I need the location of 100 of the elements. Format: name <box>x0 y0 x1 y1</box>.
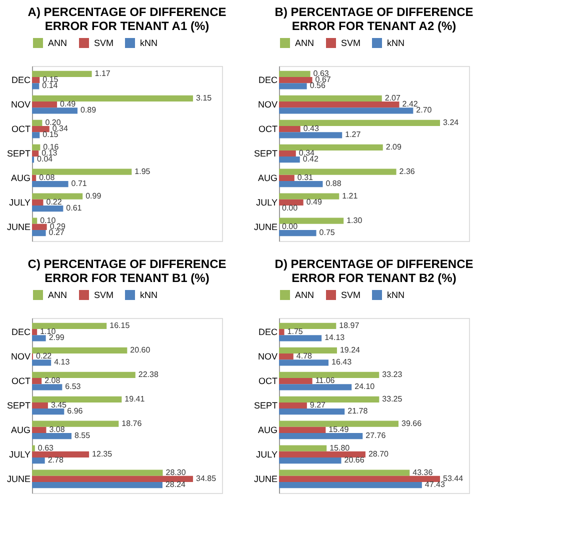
data-label: 28.30 <box>166 468 186 477</box>
y-tick-label: OCT <box>12 124 31 134</box>
data-label: 3.45 <box>50 400 68 410</box>
bar <box>32 230 46 236</box>
data-label: 18.97 <box>339 320 360 330</box>
legend-label: kNN <box>387 38 404 48</box>
bar <box>32 70 92 78</box>
data-label: 2.08 <box>44 376 61 386</box>
data-label: 0.13 <box>42 148 58 158</box>
data-label: 0.99 <box>86 191 102 200</box>
y-tick-label: AUG <box>258 172 278 183</box>
data-label: 1.21 <box>342 191 358 200</box>
bar <box>279 95 382 102</box>
data-label: 0.63 <box>313 68 330 78</box>
bar <box>32 168 132 175</box>
bar <box>279 335 322 342</box>
data-label: 0.71 <box>71 179 88 188</box>
bar <box>32 224 47 230</box>
data-label: 9.27 <box>310 400 326 410</box>
bar <box>32 378 42 384</box>
legend-label: kNN <box>387 290 404 300</box>
y-tick-label: JUNE <box>254 222 278 232</box>
data-label: 0.31 <box>297 172 314 182</box>
legend-label: ANN <box>48 38 68 48</box>
bar <box>32 476 194 482</box>
bar <box>279 199 304 206</box>
data-label: 1.75 <box>287 327 304 336</box>
data-label: 3.08 <box>49 424 66 434</box>
bar <box>279 329 284 336</box>
data-label: 22.38 <box>138 370 159 379</box>
bar <box>32 408 64 415</box>
bar <box>32 108 78 114</box>
y-tick-label: NOV <box>258 352 278 362</box>
data-label: 6.96 <box>67 406 84 416</box>
bar <box>32 372 136 378</box>
y-tick-label: JULY <box>256 449 278 460</box>
bar <box>32 470 163 476</box>
bar <box>32 144 40 150</box>
bar <box>32 101 58 108</box>
bar <box>279 322 336 330</box>
data-label: 0.61 <box>66 204 82 213</box>
y-tick-label: SEPT <box>6 148 31 158</box>
data-label: 20.66 <box>344 456 365 465</box>
bar <box>32 396 122 402</box>
legend-label: SVM <box>94 290 114 300</box>
data-label: 27.76 <box>366 431 386 440</box>
legend-label: kNN <box>140 38 158 48</box>
bar <box>279 230 316 236</box>
data-label: 18.76 <box>122 418 142 428</box>
bar <box>279 77 312 84</box>
data-label: 3.24 <box>443 118 460 127</box>
data-label: 0.63 <box>38 443 54 452</box>
bar <box>279 156 300 163</box>
y-tick-label: AUG <box>258 424 278 435</box>
bar <box>32 420 119 427</box>
y-tick-label: JULY <box>9 197 30 208</box>
data-label: 43.36 <box>412 468 434 477</box>
data-label: 0.42 <box>302 154 319 164</box>
data-label: 0.56 <box>310 81 326 90</box>
data-label: 0.20 <box>45 118 62 127</box>
data-label: 0.27 <box>48 228 65 238</box>
bar <box>279 193 340 200</box>
data-label: 2.36 <box>399 166 416 176</box>
y-tick-label: DEC <box>258 327 278 338</box>
data-label: 28.24 <box>165 480 186 490</box>
bar <box>279 482 422 488</box>
bar <box>32 458 45 464</box>
legend-label: kNN <box>140 290 158 300</box>
bar <box>32 150 39 157</box>
bar <box>32 132 40 138</box>
bar <box>279 108 414 114</box>
bar <box>32 120 42 126</box>
data-label: 21.78 <box>348 406 368 416</box>
bar <box>32 402 48 409</box>
data-label: 2.70 <box>416 106 432 115</box>
data-label: 1.95 <box>134 166 151 176</box>
data-label: 15.80 <box>330 443 350 452</box>
data-label: 4.78 <box>296 352 313 361</box>
data-label: 33.25 <box>382 394 403 404</box>
bar <box>279 150 296 157</box>
y-tick-label: AUG <box>10 424 30 435</box>
legend-label: ANN <box>295 290 314 300</box>
data-label: 28.70 <box>368 449 390 458</box>
y-tick-label: OCT <box>258 124 278 134</box>
y-tick-label: JULY <box>256 197 278 208</box>
bar <box>279 120 440 126</box>
y-tick-label: NOV <box>10 100 30 110</box>
data-label: 34.85 <box>196 474 217 483</box>
y-tick-label: DEC <box>258 75 278 86</box>
bar <box>279 168 396 175</box>
y-tick-label: NOV <box>258 100 278 110</box>
bar <box>279 181 323 188</box>
data-label: 19.24 <box>340 345 361 354</box>
data-label: 0.75 <box>319 228 336 238</box>
bar <box>32 199 44 206</box>
bar <box>279 360 329 366</box>
data-label: 0.88 <box>326 179 342 188</box>
bar <box>279 408 345 415</box>
data-label: 6.53 <box>65 382 82 392</box>
bar <box>32 335 46 342</box>
